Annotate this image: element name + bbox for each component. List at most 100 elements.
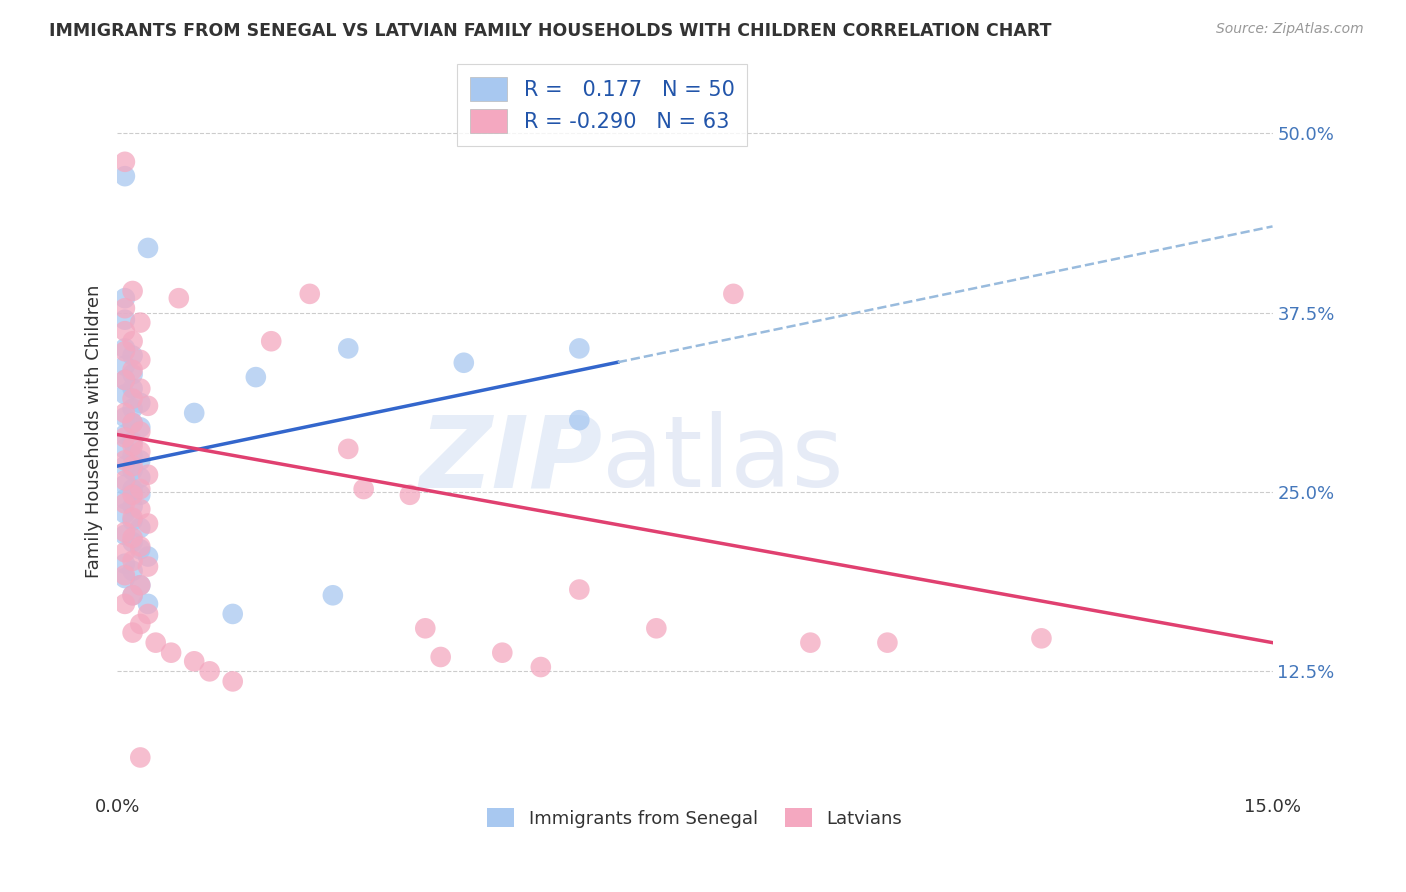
Point (114, 597, 136, 611)
Point (129, 316, 152, 330)
Point (121, 625, 143, 640)
Point (114, 324, 136, 338)
Point (183, 406, 205, 420)
Point (160, 646, 183, 660)
Point (114, 496, 136, 510)
Point (121, 463, 143, 477)
Point (530, 660, 553, 674)
Point (260, 334, 283, 349)
Point (114, 410, 136, 425)
Point (453, 356, 475, 370)
Point (114, 427, 136, 442)
Point (145, 635, 167, 649)
Point (129, 502, 152, 516)
Point (114, 301, 136, 316)
Point (222, 674, 245, 689)
Point (121, 368, 143, 382)
Point (121, 482, 143, 496)
Point (114, 359, 136, 373)
Point (121, 349, 143, 363)
Point (121, 363, 143, 377)
Point (121, 564, 143, 578)
Point (136, 549, 159, 564)
Point (245, 370, 267, 384)
Point (114, 342, 136, 356)
Point (222, 607, 245, 621)
Point (129, 750, 152, 764)
Point (568, 582, 591, 597)
Point (129, 482, 152, 496)
Point (114, 528, 136, 542)
Point (353, 482, 375, 496)
Point (129, 488, 152, 502)
Point (114, 568, 136, 582)
Point (114, 545, 136, 559)
Point (121, 284, 143, 298)
Point (114, 169, 136, 183)
Point (121, 588, 143, 602)
Point (645, 621, 668, 635)
Point (114, 344, 136, 359)
Point (129, 617, 152, 632)
Point (114, 373, 136, 387)
Point (129, 578, 152, 592)
Point (121, 434, 143, 449)
Point (129, 470, 152, 484)
Point (114, 430, 136, 444)
Point (114, 459, 136, 474)
Point (121, 416, 143, 430)
Point (121, 334, 143, 349)
Point (121, 531, 143, 545)
Point (121, 500, 143, 514)
Point (1031, 632, 1053, 646)
Point (799, 635, 821, 649)
Point (121, 514, 143, 528)
Point (167, 291, 190, 305)
Point (413, 621, 436, 635)
Point (136, 399, 159, 413)
Point (429, 650, 451, 665)
Y-axis label: Family Households with Children: Family Households with Children (86, 285, 103, 578)
Point (129, 521, 152, 535)
Point (121, 535, 143, 549)
Point (491, 646, 513, 660)
Point (129, 420, 152, 434)
Point (298, 286, 321, 301)
Text: atlas: atlas (602, 411, 844, 508)
Point (129, 444, 152, 458)
Point (121, 459, 143, 474)
Point (121, 416, 143, 430)
Point (136, 597, 159, 611)
Point (114, 154, 136, 169)
Point (337, 442, 360, 456)
Point (136, 241, 159, 255)
Point (399, 488, 422, 502)
Point (129, 578, 152, 592)
Point (121, 510, 143, 524)
Point (129, 453, 152, 467)
Point (114, 525, 136, 540)
Point (337, 342, 360, 356)
Point (129, 425, 152, 439)
Point (114, 492, 136, 507)
Point (723, 286, 745, 301)
Point (568, 413, 591, 427)
Point (114, 474, 136, 488)
Point (121, 449, 143, 463)
Point (129, 382, 152, 396)
Point (129, 542, 152, 557)
Point (114, 557, 136, 571)
Point (322, 588, 344, 602)
Point (129, 540, 152, 554)
Text: Source: ZipAtlas.com: Source: ZipAtlas.com (1216, 22, 1364, 37)
Point (114, 373, 136, 387)
Point (568, 342, 591, 356)
Point (136, 607, 159, 621)
Point (114, 312, 136, 326)
Point (121, 554, 143, 568)
Point (114, 571, 136, 585)
Text: ZIP: ZIP (419, 411, 602, 508)
Text: IMMIGRANTS FROM SENEGAL VS LATVIAN FAMILY HOUSEHOLDS WITH CHILDREN CORRELATION C: IMMIGRANTS FROM SENEGAL VS LATVIAN FAMIL… (49, 22, 1052, 40)
Point (114, 442, 136, 456)
Point (136, 467, 159, 482)
